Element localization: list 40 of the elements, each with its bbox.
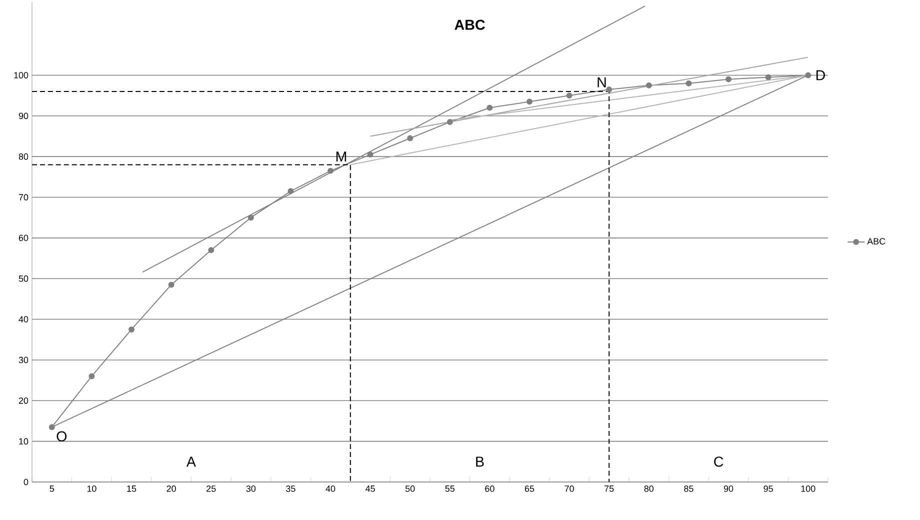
legend-label: ABC	[867, 238, 886, 244]
text: ABC	[454, 20, 485, 30]
x-tick-label: 20	[166, 486, 176, 492]
y-tick-label: 70	[18, 194, 28, 200]
x-tick-label: 10	[87, 486, 96, 492]
y-tick-label: 80	[18, 153, 28, 160]
x-tick-label: 55	[445, 486, 455, 492]
x-tick-label: 40	[326, 486, 336, 492]
y-tick-label: 20	[18, 397, 28, 404]
x-tick-label: 65	[524, 486, 534, 492]
annotation: C	[714, 456, 724, 467]
x-tick-label: 45	[366, 486, 375, 492]
annotation: N	[598, 77, 606, 88]
annotation: A	[186, 456, 196, 467]
x-tick-label: 60	[485, 486, 494, 492]
x-tick-label: 100	[801, 486, 816, 492]
x-tick-label: 35	[286, 486, 296, 492]
x-tick-label: 80	[644, 486, 654, 492]
y-tick-label: 40	[18, 316, 28, 322]
x-tick-label: 85	[684, 486, 694, 492]
y-tick-label: 10	[19, 438, 28, 444]
x-tick-label: 5	[50, 486, 54, 492]
y-tick-label: 30	[18, 356, 28, 364]
y-tick-label: 100	[14, 72, 28, 78]
annotation: B	[476, 456, 484, 467]
y-tick-label: 0	[24, 478, 28, 486]
y-tick-label: 50	[18, 275, 28, 282]
x-tick-label: 75	[604, 486, 614, 492]
y-tick-label: 60	[18, 234, 28, 242]
annotation: M	[336, 152, 346, 162]
x-tick-label: 15	[127, 486, 136, 492]
annotation: D	[816, 70, 825, 80]
x-tick-label: 95	[764, 486, 773, 492]
y-tick-label: 90	[18, 112, 28, 120]
x-tick-label: 25	[206, 486, 216, 492]
x-tick-label: 70	[564, 486, 574, 492]
annotation: O	[56, 431, 67, 442]
x-tick-label: 30	[246, 486, 256, 492]
x-tick-label: 50	[405, 486, 415, 492]
x-tick-label: 90	[724, 486, 734, 492]
